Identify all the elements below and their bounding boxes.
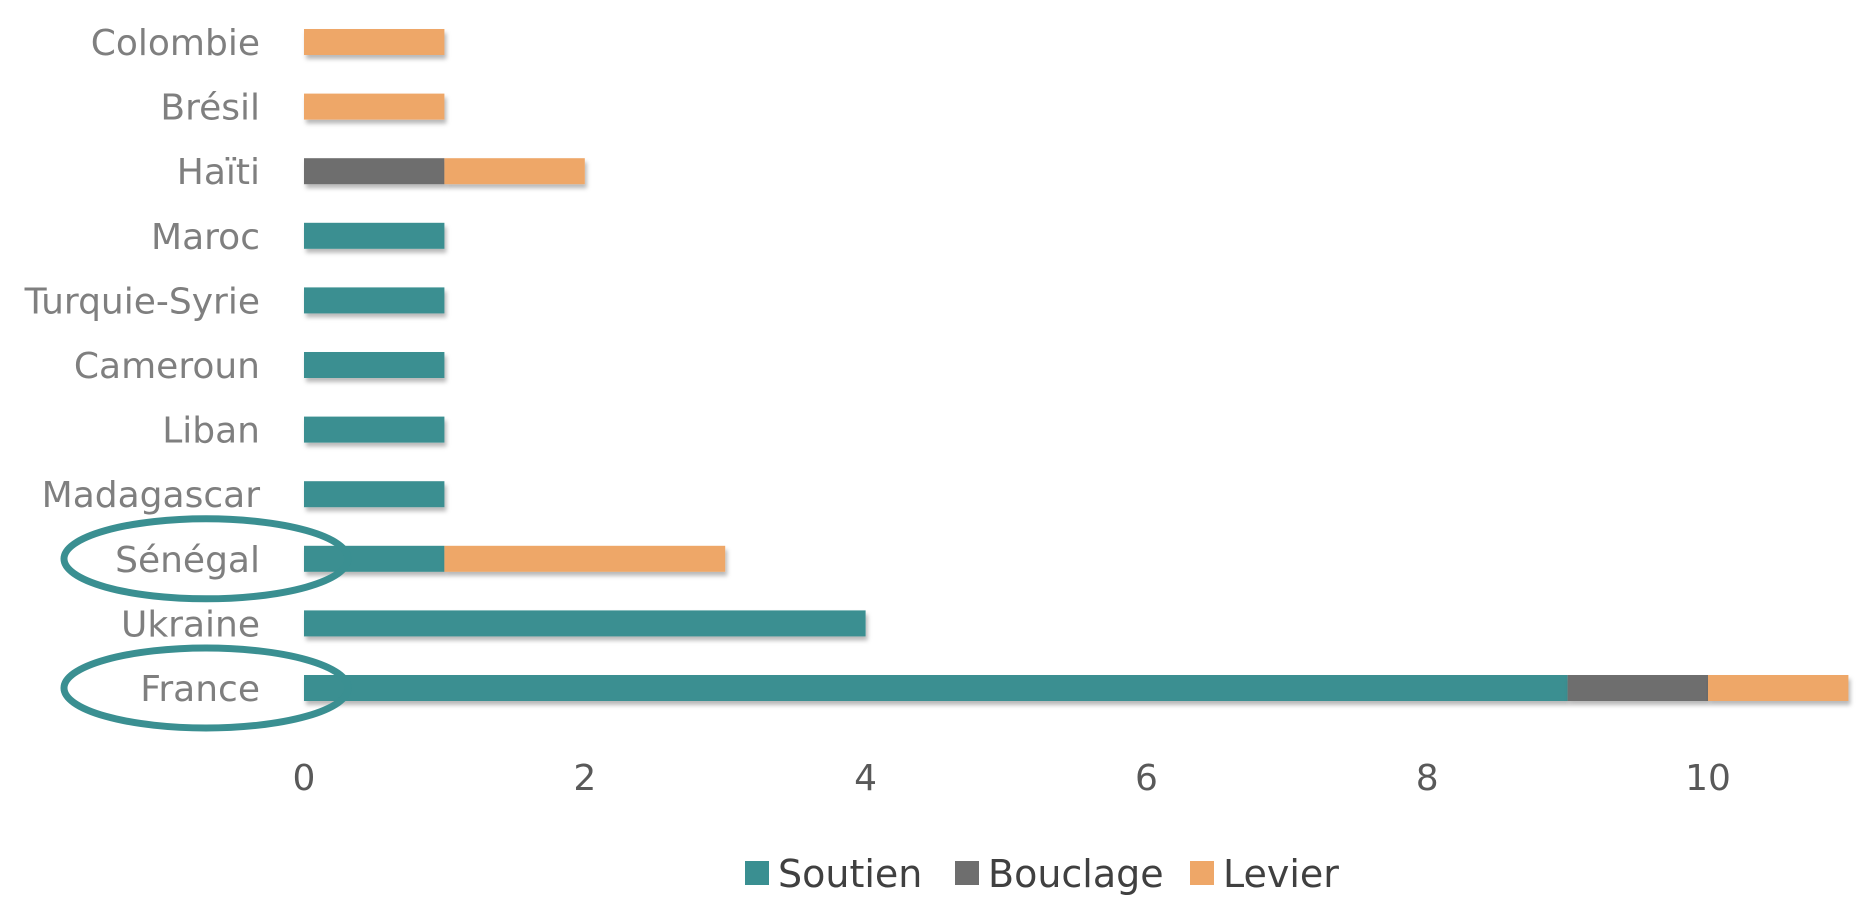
category-label: Ukraine	[121, 604, 260, 645]
x-axis-ticks: 0 2 4 6 8 10	[293, 758, 1731, 799]
legend-swatch	[1190, 861, 1214, 885]
legend-swatch	[955, 861, 979, 885]
category-label: France	[140, 669, 260, 710]
bar-turquie-syrie-soutien	[304, 287, 445, 314]
highlight-ellipse	[60, 644, 352, 732]
category-label: Cameroun	[74, 346, 260, 387]
category-label: Colombie	[91, 23, 260, 64]
x-tick-label: 2	[573, 758, 596, 799]
bar-france-bouclage	[1567, 675, 1708, 701]
x-tick-label: 10	[1685, 758, 1731, 799]
bar-haiti-levier	[444, 158, 585, 185]
bar-france-levier	[1708, 675, 1849, 701]
bar-liban-soutien	[304, 416, 445, 443]
bar-france-soutien	[304, 675, 1568, 701]
category-label: Sénégal	[115, 540, 260, 581]
legend-label: Soutien	[778, 852, 922, 896]
legend-item-soutien: Soutien	[745, 852, 922, 896]
category-label: Brésil	[160, 88, 260, 129]
legend-label: Levier	[1223, 852, 1339, 896]
x-tick-label: 4	[854, 758, 877, 799]
bar-bresil-levier	[304, 93, 445, 120]
x-tick-label: 6	[1135, 758, 1158, 799]
bars-layer	[304, 29, 1849, 701]
legend-swatch	[745, 861, 769, 885]
legend-label: Bouclage	[988, 852, 1164, 896]
bar-senegal-levier	[444, 545, 726, 572]
legend: Soutien Bouclage Levier	[745, 852, 1339, 896]
bar-madagascar-soutien	[304, 481, 445, 508]
bar-senegal-soutien	[304, 545, 445, 572]
x-tick-label: 8	[1416, 758, 1439, 799]
highlight-ellipse	[60, 515, 352, 603]
category-labels: Colombie Brésil Haïti Maroc Turquie-Syrie Cam…	[24, 23, 261, 710]
category-label: Liban	[162, 411, 260, 452]
category-label: Madagascar	[42, 475, 261, 516]
category-label: Haïti	[177, 152, 260, 193]
bar-cameroun-soutien	[304, 352, 445, 378]
bar-colombie-levier	[304, 29, 445, 55]
highlight-ellipses	[60, 515, 352, 732]
x-tick-label: 0	[293, 758, 316, 799]
bar-ukraine-soutien	[304, 610, 866, 637]
bar-haiti-bouclage	[304, 158, 445, 185]
bar-maroc-soutien	[304, 222, 445, 249]
category-label: Turquie-Syrie	[24, 281, 260, 322]
legend-item-levier: Levier	[1190, 852, 1339, 896]
legend-item-bouclage: Bouclage	[955, 852, 1164, 896]
category-label: Maroc	[151, 217, 260, 258]
